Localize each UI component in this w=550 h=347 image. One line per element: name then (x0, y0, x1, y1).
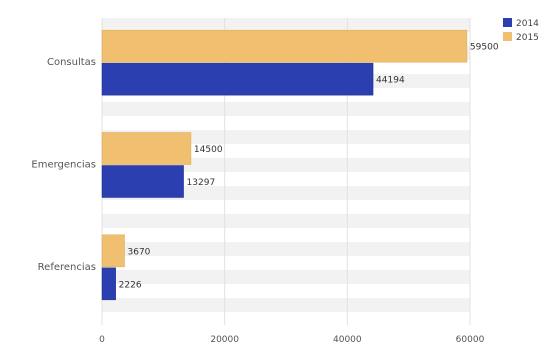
x-tick-label: 60000 (456, 335, 485, 345)
background-band (102, 284, 470, 298)
category-label-emergencias: Emergencias (31, 160, 96, 171)
data-label: 2226 (119, 280, 142, 290)
background-band (102, 102, 470, 116)
background-band (102, 18, 470, 32)
background-band (102, 130, 470, 144)
bar-2014-referencias (101, 267, 116, 301)
background-band (102, 144, 470, 158)
x-tick-label: 20000 (210, 335, 239, 345)
background-band (102, 298, 470, 312)
data-label: 14500 (194, 145, 223, 155)
background-band (102, 200, 470, 214)
legend-swatch (503, 18, 512, 27)
background-band (102, 228, 470, 242)
background-band (102, 312, 470, 325)
bar-2014-emergencias (101, 165, 184, 198)
bar-2015-consultas (101, 29, 468, 63)
x-axis-ticks: 0 20000 40000 60000 (99, 335, 484, 345)
bar-2014-consultas (101, 62, 374, 96)
legend-label[interactable]: 2014 (516, 19, 539, 29)
data-label: 3670 (128, 247, 151, 257)
background-band (102, 186, 470, 200)
bar-2015-referencias (101, 234, 125, 268)
data-label: 59500 (470, 43, 499, 53)
legend[interactable]: 2014 2015 (503, 18, 539, 43)
category-label-referencias: Referencias (38, 262, 96, 273)
background-band (102, 256, 470, 270)
category-label-consultas: Consultas (47, 57, 96, 68)
background-band (102, 214, 470, 228)
background-band (102, 172, 470, 186)
data-label: 13297 (187, 178, 216, 188)
background-band (102, 270, 470, 284)
category-labels: Consultas Emergencias Referencias (31, 57, 96, 273)
legend-label[interactable]: 2015 (516, 33, 539, 43)
bars: 59500 44194 14500 13297 3670 2226 (101, 29, 499, 301)
data-label: 44194 (376, 76, 405, 86)
background-band (102, 158, 470, 172)
background-band (102, 116, 470, 130)
legend-swatch (503, 32, 512, 41)
bar-2015-emergencias (101, 132, 192, 165)
x-tick-label: 40000 (333, 335, 362, 345)
background-band (102, 242, 470, 256)
x-tick-label: 0 (99, 335, 105, 345)
